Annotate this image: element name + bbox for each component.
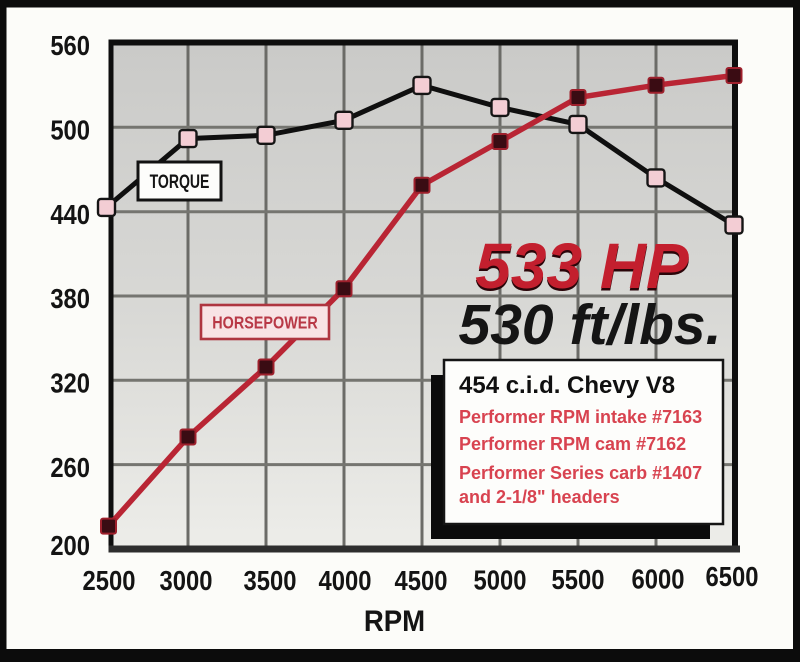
svg-text:440: 440	[50, 198, 90, 230]
svg-text:380: 380	[50, 282, 90, 314]
svg-text:4000: 4000	[319, 564, 372, 596]
svg-text:HORSEPOWER: HORSEPOWER	[212, 313, 318, 333]
svg-text:533 HP: 533 HP	[475, 230, 689, 302]
svg-text:6500: 6500	[706, 560, 759, 592]
svg-text:5500: 5500	[552, 563, 605, 595]
svg-text:6000: 6000	[632, 563, 685, 595]
svg-text:RPM: RPM	[364, 605, 425, 638]
svg-text:4500: 4500	[395, 564, 448, 596]
svg-text:TORQUE: TORQUE	[150, 171, 210, 193]
svg-text:2500: 2500	[83, 564, 136, 596]
svg-text:533 HP: 533 HP	[475, 233, 689, 305]
svg-text:500: 500	[50, 114, 90, 146]
svg-text:320: 320	[50, 367, 90, 399]
svg-text:Performer RPM cam #7162: Performer RPM cam #7162	[459, 434, 686, 454]
svg-text:530 ft/lbs.: 530 ft/lbs.	[459, 293, 722, 357]
svg-text:260: 260	[50, 451, 90, 483]
svg-text:200: 200	[50, 529, 90, 561]
svg-text:3000: 3000	[160, 564, 213, 596]
svg-text:560: 560	[50, 29, 90, 61]
svg-text:and 2-1/8" headers: and 2-1/8" headers	[459, 487, 620, 507]
svg-text:Performer RPM intake #7163: Performer RPM intake #7163	[459, 407, 702, 427]
svg-text:5000: 5000	[474, 564, 527, 596]
svg-text:3500: 3500	[244, 564, 297, 596]
svg-text:Performer Series carb #1407: Performer Series carb #1407	[459, 463, 702, 483]
svg-text:454 c.i.d. Chevy V8: 454 c.i.d. Chevy V8	[459, 372, 675, 399]
